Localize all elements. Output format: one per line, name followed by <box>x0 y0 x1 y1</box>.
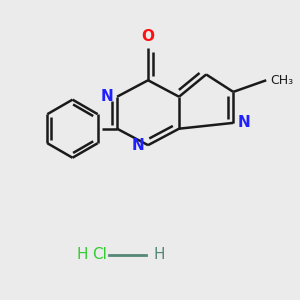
Text: N: N <box>100 89 113 104</box>
Text: Cl: Cl <box>92 247 107 262</box>
Text: CH₃: CH₃ <box>270 74 293 87</box>
Text: H: H <box>76 247 88 262</box>
Text: N: N <box>131 138 144 153</box>
Text: H: H <box>154 247 165 262</box>
Text: O: O <box>142 29 154 44</box>
Text: N: N <box>237 116 250 130</box>
